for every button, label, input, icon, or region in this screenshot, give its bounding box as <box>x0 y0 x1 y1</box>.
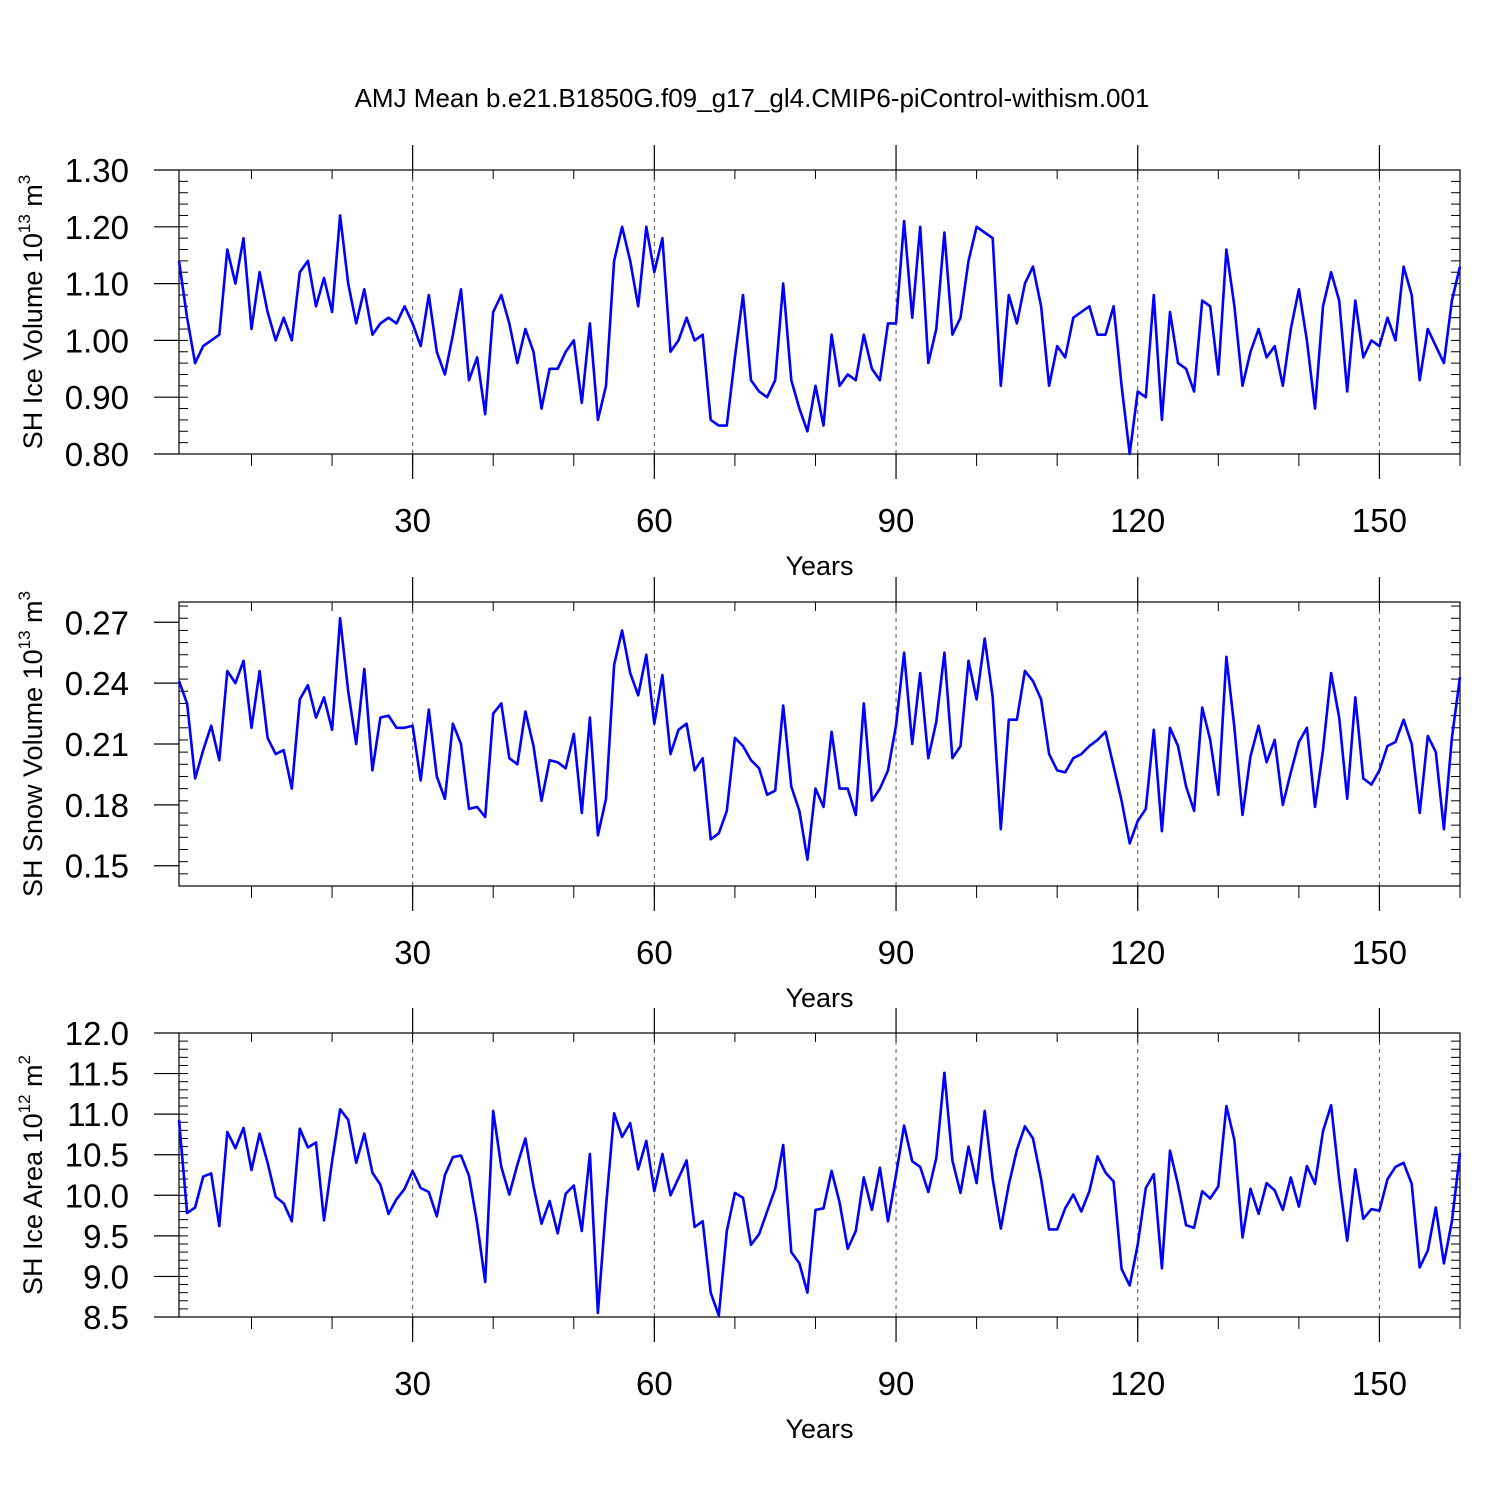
y-tick-label: 0.21 <box>65 726 129 763</box>
y-tick-label: 1.30 <box>65 152 129 189</box>
y-tick-label: 10.0 <box>65 1177 129 1214</box>
x-tick-label: 60 <box>636 934 673 971</box>
y-axis-label-superscript: 3 <box>15 175 34 184</box>
y-axis-label-superscript: 12 <box>15 1094 34 1113</box>
y-axis-label-superscript: 2 <box>15 1055 34 1064</box>
x-tick-label: 150 <box>1352 502 1407 539</box>
y-axis-label: SH Snow Volume 1013 m3 <box>15 591 48 897</box>
x-tick-label: 90 <box>878 1365 915 1402</box>
x-axis-label: Years <box>785 983 853 1013</box>
y-axis-label-superscript: 13 <box>15 630 34 649</box>
series-line-2 <box>177 616 1462 861</box>
x-tick-label: 30 <box>394 502 431 539</box>
plot-frame <box>178 169 1461 455</box>
x-tick-label: 90 <box>878 502 915 539</box>
x-tick-label: 90 <box>878 934 915 971</box>
y-tick-label: 9.5 <box>83 1218 129 1255</box>
y-axis-label: SH Ice Volume 1013 m3 <box>15 175 48 450</box>
y-tick-label: 9.0 <box>83 1258 129 1295</box>
y-tick-label: 11.0 <box>67 1096 129 1133</box>
y-axis-label-part: m <box>18 600 48 630</box>
y-axis-label-superscript: 3 <box>15 591 34 600</box>
x-axis-label: Years <box>785 551 853 581</box>
y-axis-label: SH Ice Area 1012 m2 <box>15 1055 48 1295</box>
y-tick-label: 1.00 <box>65 322 129 359</box>
series-line-1 <box>177 214 1462 456</box>
y-tick-label: 0.24 <box>65 665 129 702</box>
y-tick-label: 1.10 <box>65 266 129 303</box>
x-tick-label: 120 <box>1110 1365 1165 1402</box>
panel-2: 0.15 0.18 0.21 0.24 0.27 30 60 90 120 150 Years SH … <box>15 577 1462 1013</box>
y-axis-label-superscript: 13 <box>15 214 34 233</box>
y-axis-label-part: m <box>18 184 48 214</box>
x-tick-label: 150 <box>1352 1365 1407 1402</box>
y-tick-label: 1.20 <box>65 209 129 246</box>
x-tick-label: 30 <box>394 1365 431 1402</box>
y-axis-label-part: SH Ice Area 10 <box>18 1113 48 1295</box>
y-tick-label: 11.5 <box>67 1056 129 1093</box>
y-tick-label: 8.5 <box>83 1299 129 1336</box>
x-tick-label: 60 <box>636 502 673 539</box>
plot-frame <box>178 1032 1461 1318</box>
series-line-3 <box>177 1071 1462 1317</box>
panels: 0.80 0.90 1.00 1.10 1.20 1.30 30 60 90 120 150 Year… <box>15 145 1462 1444</box>
y-tick-label: 0.18 <box>65 787 129 824</box>
y-axis-label-part: SH Snow Volume 10 <box>18 649 48 897</box>
panel-3: 8.5 9.09.5 10.010.5 11.011.5 12.0 30 60 90 120 15… <box>15 1008 1462 1444</box>
x-tick-label: 150 <box>1352 934 1407 971</box>
y-axis-label-part: SH Ice Volume 10 <box>18 233 48 449</box>
x-tick-label: 120 <box>1110 934 1165 971</box>
y-axis-label-part: m <box>18 1064 48 1094</box>
x-axis-label: Years <box>785 1414 853 1444</box>
y-tick-label: 0.27 <box>65 604 129 641</box>
y-tick-label: 12.0 <box>65 1015 129 1052</box>
x-tick-label: 60 <box>636 1365 673 1402</box>
x-tick-label: 30 <box>394 934 431 971</box>
y-tick-label: 0.90 <box>65 379 129 416</box>
y-tick-label: 10.5 <box>65 1137 129 1174</box>
y-tick-label: 0.80 <box>65 436 129 473</box>
x-tick-label: 120 <box>1110 502 1165 539</box>
chart-title: AMJ Mean b.e21.B1850G.f09_g17_gl4.CMIP6-… <box>355 83 1150 113</box>
panel-1: 0.80 0.90 1.00 1.10 1.20 1.30 30 60 90 120 150 Year… <box>15 145 1462 581</box>
y-tick-label: 0.15 <box>65 848 129 885</box>
